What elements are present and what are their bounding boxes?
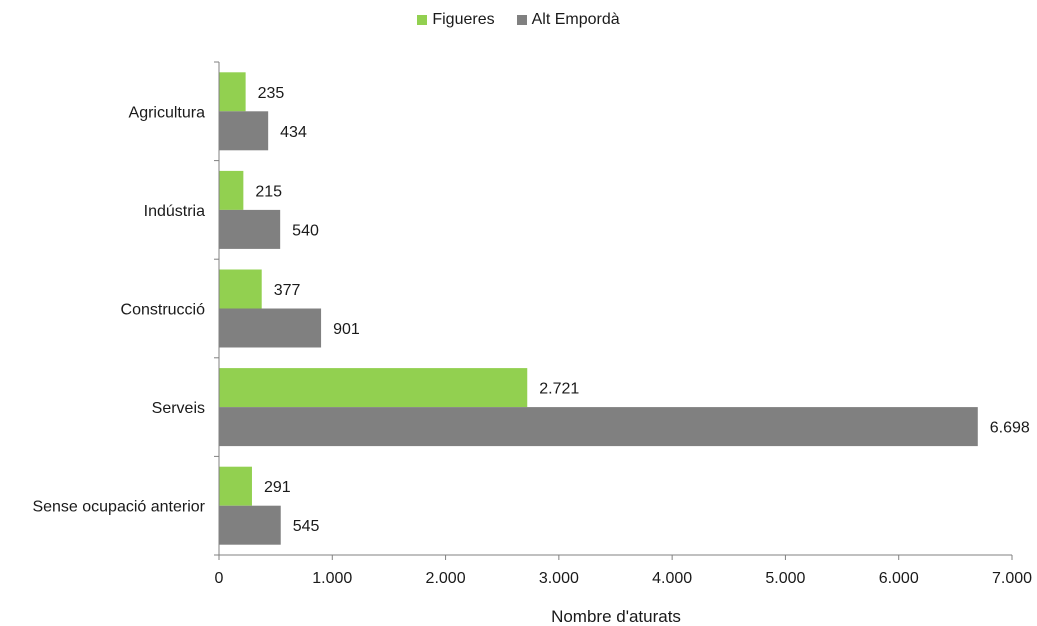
x-axis-title: Nombre d'aturats (551, 607, 681, 626)
x-tick-label-5: 5.000 (765, 570, 805, 587)
bar-1-1 (219, 209, 281, 249)
data-label-1-4: 545 (293, 518, 320, 535)
x-tick-label-0: 0 (215, 570, 224, 587)
category-label-4: Sense ocupació anterior (32, 499, 205, 516)
data-label-0-0: 235 (258, 85, 285, 102)
category-label-3: Serveis (152, 400, 205, 417)
category-label-0: Agricultura (129, 104, 206, 121)
bar-0-3 (219, 368, 528, 408)
bar-1-2 (219, 308, 322, 348)
legend-swatch-figueres (417, 15, 428, 25)
x-tick-label-4: 4.000 (652, 570, 692, 587)
bar-0-1 (219, 170, 244, 210)
data-label-1-3: 6.698 (990, 420, 1030, 437)
x-tick-label-1: 1.000 (312, 570, 352, 587)
legend: Figueres Alt Empordà (0, 8, 1037, 32)
legend-label-figueres: Figueres (432, 11, 495, 28)
legend-label-alt-emporda: Alt Empordà (531, 11, 620, 28)
x-tick-label-6: 6.000 (879, 570, 919, 587)
plot-area: 235 434 Agricultura 215 540 Indústria 377 901 Co… (32, 61, 1032, 587)
data-label-1-2: 901 (333, 321, 360, 338)
legend-item-figueres: Figueres (417, 11, 495, 29)
bar-1-0 (219, 111, 269, 151)
data-label-1-1: 540 (292, 222, 319, 239)
bar-1-4 (219, 505, 281, 545)
data-label-0-4: 291 (264, 479, 291, 496)
data-label-0-3: 2.721 (539, 381, 579, 398)
x-tick-label-3: 3.000 (539, 570, 579, 587)
legend-swatch-alt-emporda (516, 15, 527, 25)
data-label-0-2: 377 (274, 282, 301, 299)
bar-0-0 (219, 72, 246, 112)
data-label-0-1: 215 (255, 183, 282, 200)
category-label-1: Indústria (144, 203, 205, 220)
data-label-1-0: 434 (280, 124, 307, 141)
category-label-2: Construcció (121, 302, 206, 319)
x-tick-label-7: 7.000 (992, 570, 1032, 587)
bar-0-4 (219, 466, 252, 506)
bar-1-3 (219, 407, 978, 447)
bar-0-2 (219, 269, 262, 309)
legend-item-alt-emporda: Alt Empordà (516, 11, 620, 29)
x-tick-label-2: 2.000 (426, 570, 466, 587)
